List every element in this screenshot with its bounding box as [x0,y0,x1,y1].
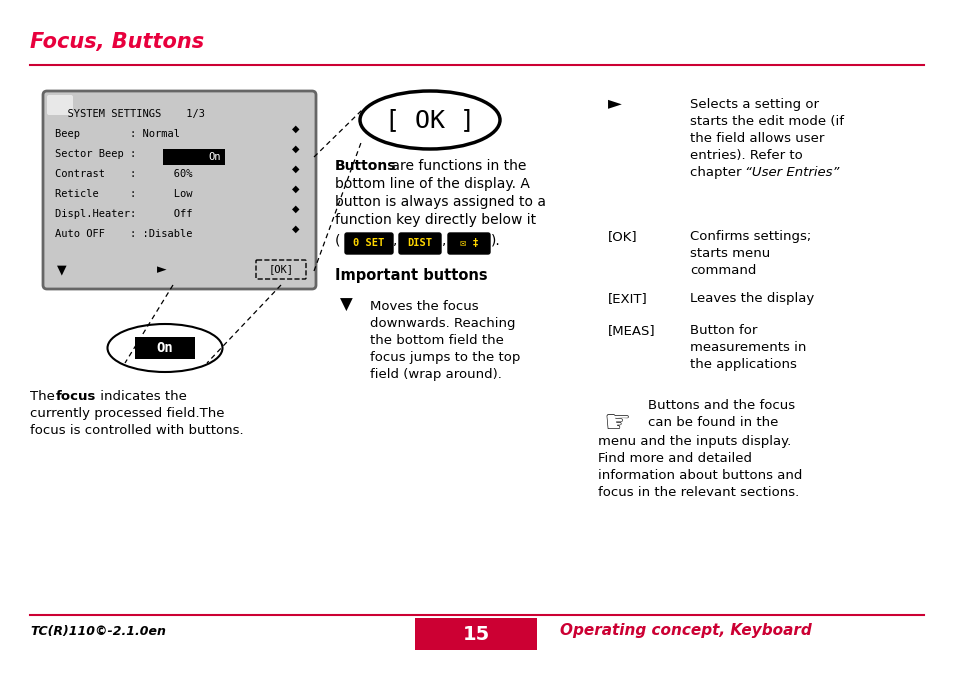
Text: focus: focus [56,390,96,403]
Text: SYSTEM SETTINGS    1/3: SYSTEM SETTINGS 1/3 [55,109,205,119]
Bar [135,337,194,359]
Text: Focus, Buttons: Focus, Buttons [30,32,204,52]
Text: [MEAS]: [MEAS] [607,324,655,337]
Text: Leaves the display: Leaves the display [689,292,814,305]
Text: Buttons: Buttons [335,159,396,173]
Text: ►: ► [607,94,621,112]
Text: ◆: ◆ [292,204,299,214]
Text: TC(R)110©-2.1.0en: TC(R)110©-2.1.0en [30,625,166,638]
Text: Sector Beep :: Sector Beep : [55,149,136,159]
FancyBboxPatch shape [255,260,306,279]
Text: are functions in the: are functions in the [387,159,526,173]
Text: can be found in the: can be found in the [647,416,778,429]
Text: On: On [209,152,221,162]
Text: bottom line of the display. A: bottom line of the display. A [335,177,529,191]
Text: ◆: ◆ [292,224,299,234]
FancyBboxPatch shape [448,233,490,254]
Text: currently processed field.The: currently processed field.The [30,407,224,420]
Text: ,: , [393,233,397,247]
Text: command: command [689,264,756,277]
Text: ,: , [441,233,446,247]
Text: ◆: ◆ [292,164,299,174]
Text: Selects a setting or: Selects a setting or [689,98,818,111]
Text: entries). Refer to: entries). Refer to [689,149,801,162]
Text: Find more and detailed: Find more and detailed [598,452,751,465]
Text: focus is controlled with buttons.: focus is controlled with buttons. [30,424,243,437]
Text: measurements in: measurements in [689,341,805,354]
Text: Contrast    :      60%: Contrast : 60% [55,169,193,179]
Text: ◆: ◆ [292,184,299,194]
Text: ◆: ◆ [292,124,299,134]
Text: ▼: ▼ [57,263,67,276]
Text: ).: ). [491,233,500,247]
Text: [EXIT]: [EXIT] [607,292,647,305]
Text: the bottom field the: the bottom field the [370,334,503,347]
Text: the field allows user: the field allows user [689,132,823,145]
FancyBboxPatch shape [43,91,315,289]
Text: ☞: ☞ [602,409,630,438]
Text: Auto OFF    : :Disable: Auto OFF : :Disable [55,229,193,239]
Text: Confirms settings;: Confirms settings; [689,230,810,243]
Text: Moves the focus: Moves the focus [370,300,478,313]
Text: downwards. Reaching: downwards. Reaching [370,317,515,330]
Text: 0 SET: 0 SET [353,238,384,248]
Ellipse shape [108,324,222,372]
Text: Displ.Heater:      Off: Displ.Heater: Off [55,209,193,219]
Text: starts the edit mode (if: starts the edit mode (if [689,115,843,128]
Bar [415,618,537,650]
Text: function key directly below it: function key directly below it [335,213,536,227]
Text: ◆: ◆ [292,144,299,154]
Text: indicates the: indicates the [96,390,187,403]
Bar [163,149,225,165]
FancyBboxPatch shape [398,233,440,254]
Ellipse shape [359,91,499,149]
Text: Operating concept, Keyboard: Operating concept, Keyboard [559,623,811,638]
Text: menu and the inputs display.: menu and the inputs display. [598,435,790,448]
Text: Button for: Button for [689,324,757,337]
Text: focus jumps to the top: focus jumps to the top [370,351,519,364]
Text: Important buttons: Important buttons [335,268,487,283]
Text: button is always assigned to a: button is always assigned to a [335,195,545,209]
Text: (: ( [335,233,340,247]
Text: field (wrap around).: field (wrap around). [370,368,501,381]
Text: ▼: ▼ [339,296,353,314]
Text: Beep        : Normal: Beep : Normal [55,129,180,139]
Text: chapter: chapter [689,166,745,179]
Text: ►: ► [157,263,167,276]
Text: focus in the relevant sections.: focus in the relevant sections. [598,486,799,499]
Text: the applications: the applications [689,358,796,371]
Text: On: On [156,341,173,355]
Text: [OK]: [OK] [607,230,637,243]
Text: Buttons and the focus: Buttons and the focus [647,399,794,412]
Text: starts menu: starts menu [689,247,769,260]
FancyBboxPatch shape [47,95,73,115]
Text: information about buttons and: information about buttons and [598,469,801,482]
Text: DIST: DIST [407,238,432,248]
Text: The: The [30,390,59,403]
Text: [ OK ]: [ OK ] [385,108,475,132]
Text: “User Entries”: “User Entries” [744,166,839,179]
Text: 15: 15 [462,624,489,644]
Text: Reticle     :      Low: Reticle : Low [55,189,193,199]
Text: [OK]: [OK] [268,264,294,274]
Text: ✉ ‡: ✉ ‡ [459,238,477,248]
FancyBboxPatch shape [345,233,393,254]
